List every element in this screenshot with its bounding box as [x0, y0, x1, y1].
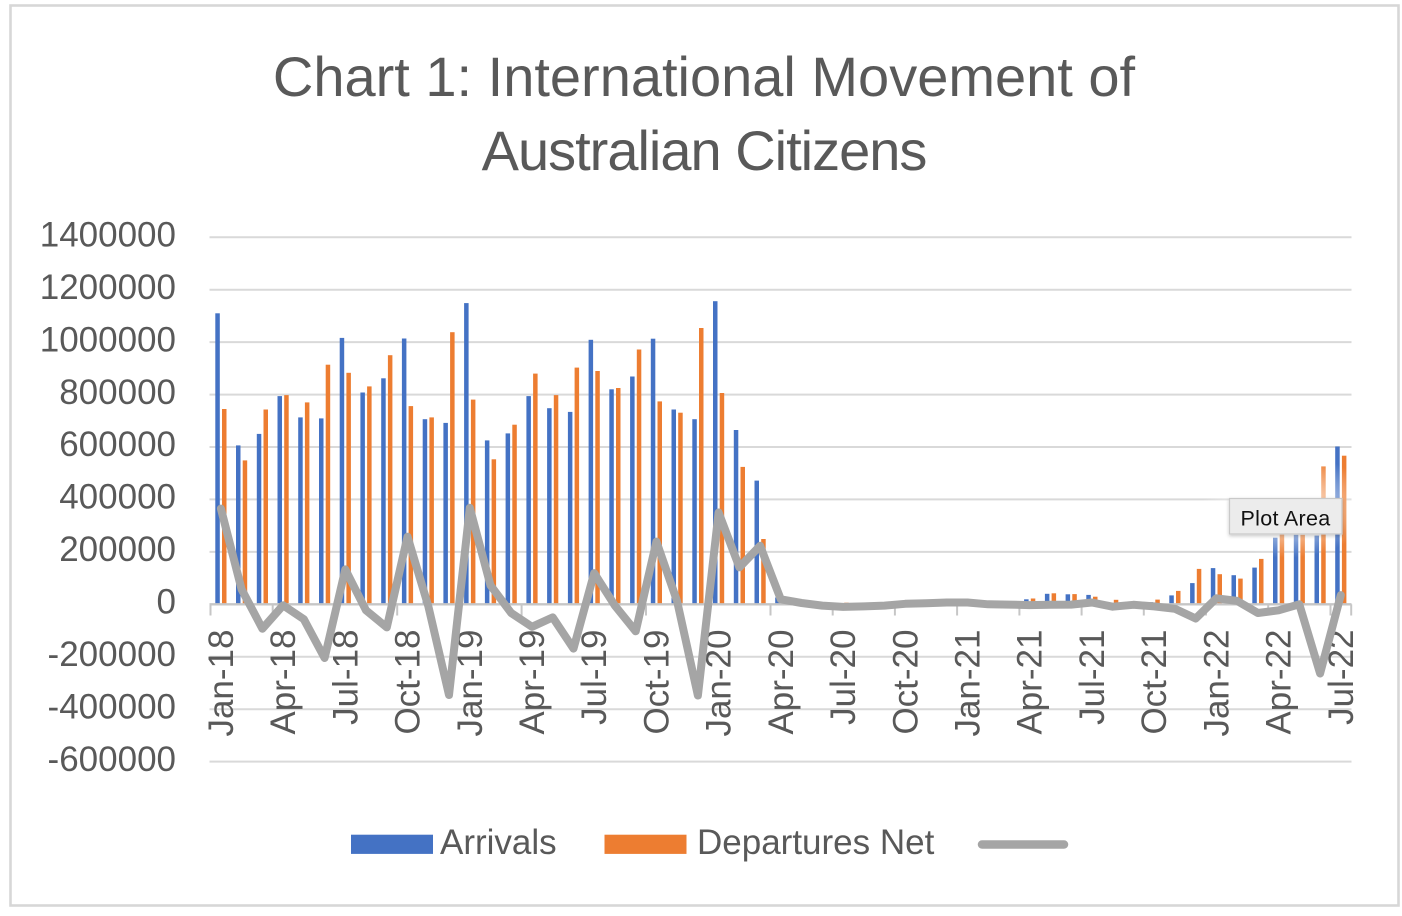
svg-text:-600000: -600000: [48, 740, 176, 779]
svg-text:Oct-18: Oct-18: [389, 630, 428, 735]
svg-text:1400000: 1400000: [40, 216, 176, 255]
svg-text:Jul-18: Jul-18: [326, 630, 365, 725]
svg-text:1200000: 1200000: [40, 268, 176, 307]
svg-text:Apr-18: Apr-18: [264, 630, 303, 735]
svg-text:Apr-21: Apr-21: [1011, 630, 1050, 735]
svg-text:800000: 800000: [59, 373, 176, 412]
svg-text:Jul-19: Jul-19: [575, 630, 614, 725]
svg-text:Jan-21: Jan-21: [949, 630, 988, 737]
svg-text:Jul-20: Jul-20: [824, 630, 863, 725]
svg-text:600000: 600000: [59, 425, 176, 464]
svg-text:Apr-19: Apr-19: [513, 630, 552, 735]
svg-text:400000: 400000: [59, 478, 176, 517]
svg-text:Oct-19: Oct-19: [637, 630, 676, 735]
svg-text:Chart 1: International Movemen: Chart 1: International Movement of: [273, 45, 1136, 108]
svg-text:Plot Area: Plot Area: [1241, 507, 1331, 531]
svg-text:-200000: -200000: [48, 635, 176, 674]
svg-text:-400000: -400000: [48, 687, 176, 726]
svg-text:Australian Citizens: Australian Citizens: [482, 119, 927, 182]
svg-text:Apr-20: Apr-20: [762, 630, 801, 735]
svg-text:Oct-20: Oct-20: [886, 630, 925, 735]
svg-text:Departures Net: Departures Net: [697, 823, 935, 862]
svg-text:200000: 200000: [59, 530, 176, 569]
svg-text:Oct-21: Oct-21: [1135, 630, 1174, 735]
svg-text:Jan-18: Jan-18: [202, 630, 241, 737]
svg-text:Jan-22: Jan-22: [1197, 630, 1236, 737]
svg-text:1000000: 1000000: [40, 320, 176, 359]
svg-text:Apr-22: Apr-22: [1260, 630, 1299, 735]
svg-text:Jul-21: Jul-21: [1073, 630, 1112, 725]
svg-text:Arrivals: Arrivals: [440, 823, 557, 862]
svg-text:0: 0: [157, 583, 176, 622]
